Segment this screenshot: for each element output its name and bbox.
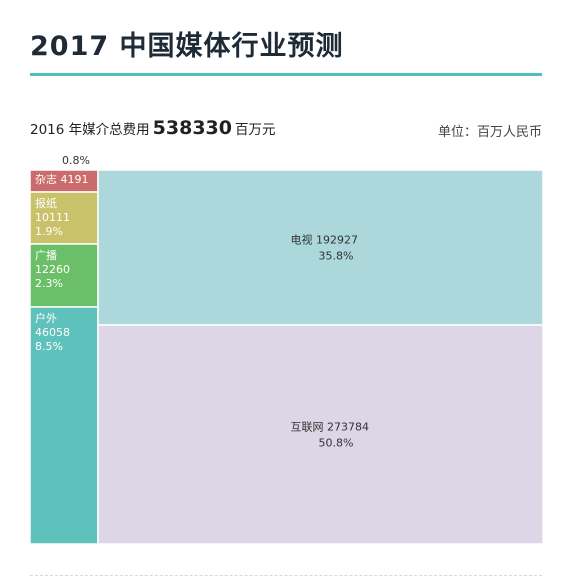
segment-percent: 35.8%: [319, 250, 354, 263]
segment-name: 电视 192927: [291, 233, 359, 247]
segment-percent: 1.9%: [35, 225, 63, 238]
segment-percent: 50.8%: [319, 437, 354, 450]
segment-percent: 0.8%: [62, 154, 90, 167]
summary-total: 538330: [152, 117, 232, 139]
segment-name: 广播: [35, 248, 57, 262]
segment-value: 10111: [35, 211, 70, 224]
segment-label-互联网: 互联网 273784 50.8%: [291, 421, 370, 450]
segment-name: 报纸: [35, 196, 57, 210]
segment-户外: [29, 306, 99, 545]
segment-label-电视: 电视 192927 35.8%: [291, 233, 359, 263]
segment-互联网: [97, 324, 544, 545]
segment-name: 户外: [35, 311, 57, 325]
segment-percent: 8.5%: [35, 340, 63, 353]
segment-percent: 2.3%: [35, 277, 63, 290]
segment-广播: [29, 243, 99, 308]
bottom-divider: [30, 575, 542, 576]
total-spend-summary: 2016 年媒介总费用 538330 百万元: [30, 117, 275, 139]
segment-label-杂志: 杂志 4191 0.8%: [35, 154, 90, 186]
summary-suffix: 百万元: [234, 122, 276, 138]
segment-name: 互联网 273784: [291, 421, 370, 434]
segment-报纸: [29, 191, 99, 245]
segment-电视: [97, 169, 544, 326]
segment-value: 46058: [35, 326, 70, 339]
page-title: 2017 中国媒体行业预测: [30, 31, 344, 62]
unit-label: 单位：百万人民币: [437, 125, 542, 140]
segment-value: 12260: [35, 263, 70, 276]
summary-prefix: 2016 年媒介总费用: [30, 122, 150, 138]
title-underline: [30, 73, 542, 76]
segment-name: 杂志 4191: [35, 173, 89, 186]
